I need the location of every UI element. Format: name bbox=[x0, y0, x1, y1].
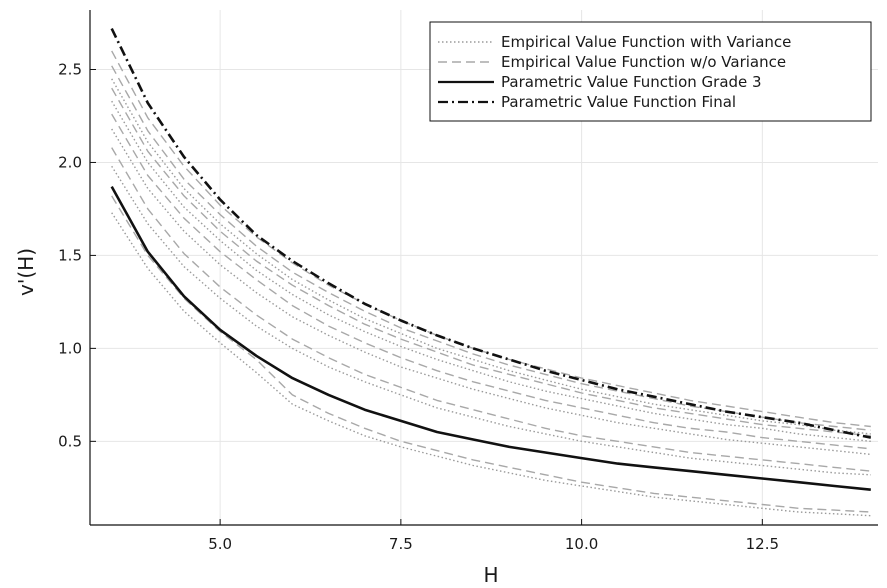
legend-box bbox=[429, 21, 872, 122]
series-dashed-line-1 bbox=[111, 195, 871, 513]
series-dotted-line-4 bbox=[111, 100, 871, 442]
series-dashdot-line-1 bbox=[110, 28, 872, 439]
y-tick-label: 0.5 bbox=[58, 432, 82, 450]
y-axis-label: v'(H) bbox=[14, 248, 38, 296]
y-tick-label: 1.0 bbox=[58, 339, 82, 357]
legend-label: Empirical Value Function w/o Variance bbox=[501, 53, 786, 71]
plot-series bbox=[110, 28, 872, 517]
y-tick-label: 2.5 bbox=[58, 60, 82, 78]
y-tick-label: 2.0 bbox=[58, 153, 82, 171]
series-dashed-line-2 bbox=[111, 147, 871, 472]
series-dashed-line-5 bbox=[111, 65, 871, 431]
x-tick-label: 10.0 bbox=[565, 535, 598, 553]
series-solid-line-1 bbox=[110, 185, 871, 491]
legend-label: Empirical Value Function with Variance bbox=[501, 33, 791, 51]
legend: Empirical Value Function with Variance Em… bbox=[429, 21, 872, 122]
legend-label: Parametric Value Function Grade 3 bbox=[501, 73, 762, 91]
series-dotted-line-5 bbox=[111, 78, 871, 435]
series-dashed-line-6 bbox=[111, 50, 871, 428]
y-tick-label: 1.5 bbox=[58, 246, 82, 264]
axes bbox=[89, 10, 878, 526]
series-dashed-line-3 bbox=[111, 113, 871, 450]
x-tick-label: 12.5 bbox=[746, 535, 779, 553]
tick-labels: 5.0 7.5 10.0 12.5 0.5 1.0 1.5 2.0 2.5 bbox=[58, 60, 779, 553]
series-dotted-line-2 bbox=[111, 165, 871, 476]
legend-label: Parametric Value Function Final bbox=[501, 93, 736, 111]
series-dashed-line-4 bbox=[111, 87, 871, 437]
x-tick-label: 5.0 bbox=[208, 535, 232, 553]
x-axis-label: H bbox=[483, 563, 498, 587]
x-tick-label: 7.5 bbox=[389, 535, 413, 553]
